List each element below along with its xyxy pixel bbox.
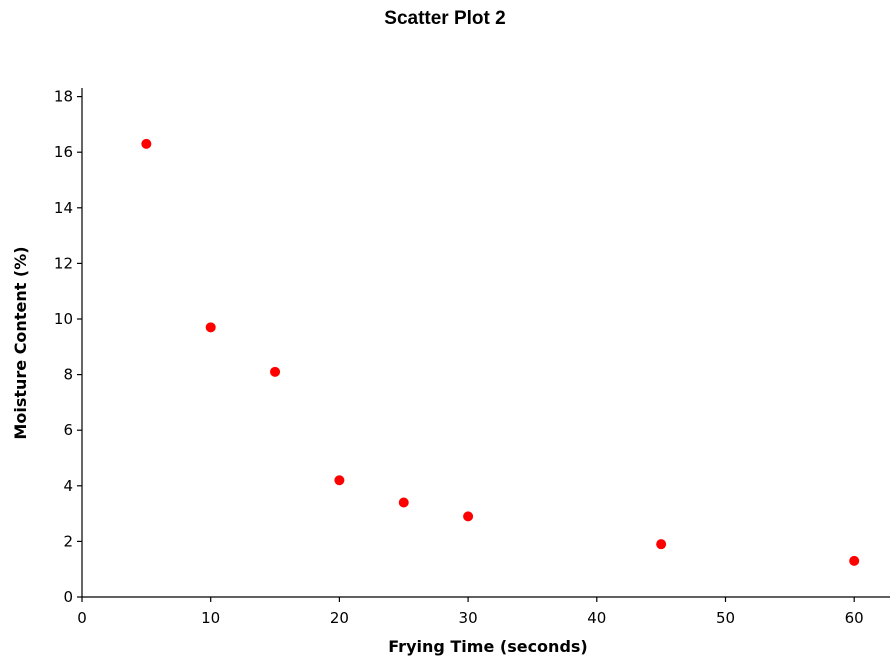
x-tick-label: 20	[330, 609, 349, 627]
y-tick-label: 14	[54, 199, 73, 217]
y-tick-label: 16	[54, 143, 73, 161]
y-tick-label: 0	[63, 588, 73, 606]
data-point	[141, 138, 152, 149]
x-tick-label: 30	[459, 609, 478, 627]
data-point	[463, 511, 474, 522]
data-point	[205, 322, 216, 333]
x-tick-label: 60	[845, 609, 864, 627]
y-tick-label: 8	[63, 366, 73, 384]
y-tick-label: 6	[63, 421, 73, 439]
y-tick-label: 12	[54, 254, 73, 272]
ticks: 0 2 4 6 8 10 12 14 16 18 0 10 20 30 40 50 60	[54, 88, 864, 627]
data-point	[270, 366, 281, 377]
data-point	[656, 539, 667, 550]
data-points	[141, 138, 860, 566]
data-point	[849, 555, 860, 566]
x-tick-label: 0	[77, 609, 87, 627]
y-tick-label: 10	[54, 310, 73, 328]
y-axis-title: Moisture Content (%)	[11, 246, 30, 439]
data-point	[398, 497, 409, 508]
chart-title: Scatter Plot 2	[384, 8, 506, 29]
y-tick-label: 18	[54, 88, 73, 106]
x-tick-label: 40	[587, 609, 606, 627]
data-point	[334, 475, 345, 486]
x-tick-label: 50	[716, 609, 735, 627]
x-axis-title: Frying Time (seconds)	[388, 637, 587, 656]
y-tick-label: 4	[63, 477, 73, 495]
y-tick-label: 2	[63, 532, 73, 550]
axes	[81, 88, 890, 598]
x-tick-label: 10	[201, 609, 220, 627]
